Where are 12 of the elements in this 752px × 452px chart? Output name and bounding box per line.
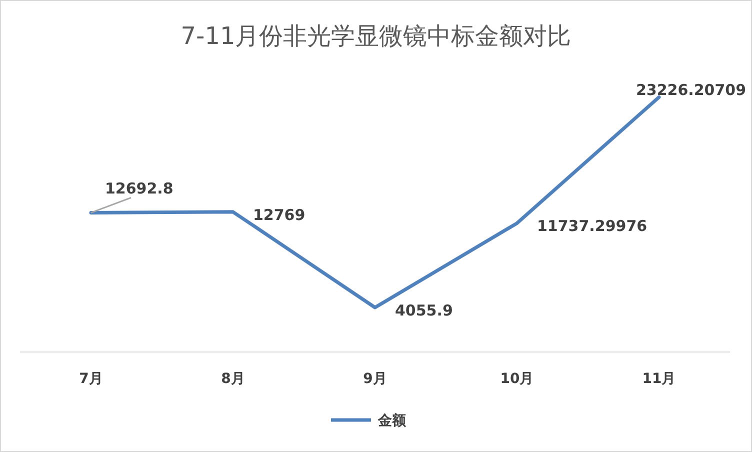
- x-tick-label: 8月: [221, 371, 245, 387]
- x-tick-label: 10月: [500, 371, 534, 387]
- data-label: 11737.29976: [537, 217, 648, 236]
- legend-label: 金额: [377, 412, 407, 429]
- x-tick-label: 9月: [363, 371, 387, 387]
- data-label: 12692.8: [105, 180, 174, 198]
- data-label: 12769: [253, 206, 306, 224]
- data-label: 23226.20709: [636, 81, 746, 100]
- x-tick-label: 7月: [79, 371, 103, 387]
- x-tick-label: 11月: [642, 371, 676, 387]
- chart-title: 7-11月份非光学显微镜中标金额对比: [180, 22, 572, 50]
- data-label: 4055.9: [395, 301, 453, 320]
